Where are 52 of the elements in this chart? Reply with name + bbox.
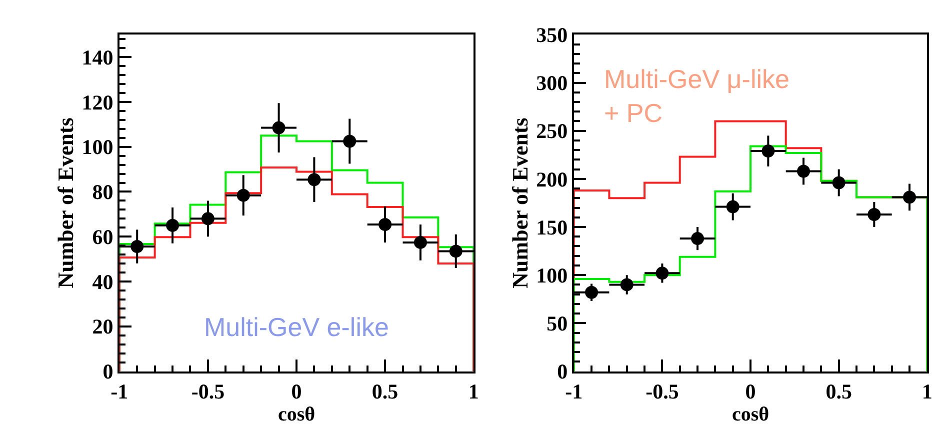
y-tick-label: 100 <box>82 135 114 160</box>
point <box>620 278 634 292</box>
point <box>414 236 427 249</box>
point <box>449 244 462 258</box>
point <box>832 176 846 190</box>
x-axis-title: cosθ <box>732 403 770 426</box>
y-tick-label: 0 <box>557 360 568 384</box>
point <box>585 286 598 299</box>
point <box>308 173 321 186</box>
y-tick-label: 250 <box>536 119 568 144</box>
x-tick-label: 0.5 <box>826 379 852 404</box>
x-tick-label: -0.5 <box>646 379 679 404</box>
point <box>130 240 144 253</box>
y-tick-label: 20 <box>92 314 114 339</box>
x-tick-label: 0 <box>291 379 302 404</box>
x-tick-label: 0 <box>745 379 756 404</box>
x-tick-label: 1 <box>468 379 479 404</box>
x-tick-label: -0.5 <box>191 379 225 404</box>
y-tick-label: 200 <box>536 167 568 192</box>
y-tick-label: 120 <box>82 90 114 114</box>
y-tick-label: 40 <box>92 270 114 294</box>
point <box>691 232 704 246</box>
x-tick-label: 1 <box>922 379 932 404</box>
point <box>236 188 250 202</box>
x-tick-label: -1 <box>565 379 583 404</box>
y-tick-label: 0 <box>102 360 114 384</box>
y-axis-title: Number of Events <box>507 117 532 288</box>
x-tick-label: 0.5 <box>372 379 398 404</box>
point <box>272 121 286 134</box>
point <box>378 218 392 231</box>
point <box>868 208 881 221</box>
y-tick-label: 50 <box>546 312 568 336</box>
point <box>656 266 669 280</box>
x-axis-title: cosθ <box>278 403 316 426</box>
point <box>201 212 214 226</box>
y-tick-label: 140 <box>82 45 114 70</box>
y-tick-label: 300 <box>536 71 568 96</box>
y-tick-label: 100 <box>536 263 568 288</box>
y-tick-label: 350 <box>536 23 568 48</box>
point <box>903 190 916 204</box>
y-tick-label: 60 <box>92 224 114 249</box>
y-tick-label: 150 <box>536 215 568 240</box>
y-tick-label: 80 <box>92 180 114 204</box>
annotation: Multi-GeV μ-like + PC <box>604 64 790 128</box>
annotation: Multi-GeV e-like <box>204 312 389 342</box>
y-axis-title: Number of Events <box>53 117 78 288</box>
point <box>762 144 775 158</box>
point <box>166 218 180 232</box>
point <box>726 200 740 214</box>
point <box>797 164 810 178</box>
x-tick-label: -1 <box>110 379 128 404</box>
point <box>343 134 356 148</box>
